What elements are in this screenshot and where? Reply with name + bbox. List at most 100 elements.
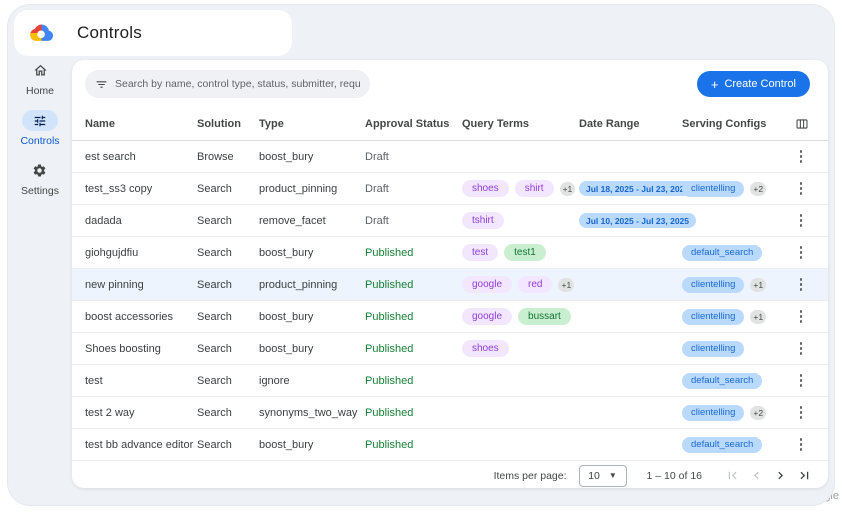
sidebar-item-settings[interactable]: Settings [21,160,59,197]
last-page-button[interactable] [794,466,814,486]
date-range-pill: Jul 10, 2025 - Jul 23, 2025 [579,213,697,228]
plus-icon: + [710,76,719,92]
controls-card: + Create Control Name Solution Type Appr… [72,60,828,488]
extra-terms-count-badge: +1 [559,181,576,196]
row-name: test bb advance editor [85,438,194,451]
row-name: test_ss3 copy [85,182,153,195]
row-menu-button[interactable] [792,147,810,167]
row-type: boost_bury [259,150,314,163]
row-serving-configs: default_search [682,244,792,261]
table-row[interactable]: dadada Search remove_facet Draft tshirt … [72,205,828,237]
row-name: giohgujdfiu [85,246,139,259]
app-header: Controls [14,10,292,56]
row-type: remove_facet [259,214,326,227]
pagination-controls [718,466,814,486]
column-header-solution: Solution [197,118,241,130]
column-header-name: Name [85,118,115,130]
column-header-query-terms: Query Terms [462,118,530,130]
column-header-date-range: Date Range [579,118,640,130]
table-row[interactable]: test 2 way Search synonyms_two_way Publi… [72,397,828,429]
query-term-pill: shoes [462,340,509,357]
sidebar-item-label: Settings [21,185,59,197]
row-type: ignore [259,374,290,387]
first-page-button[interactable] [722,466,742,486]
serving-config-pill: default_search [682,436,763,453]
row-menu-button[interactable] [792,435,810,455]
row-name: test [85,374,103,387]
table-row[interactable]: giohgujdfiu Search boost_bury Published … [72,237,828,269]
create-control-button[interactable]: + Create Control [696,71,810,97]
row-name: dadada [85,214,122,227]
column-header-type: Type [259,118,284,130]
query-term-pill: shoes [462,180,509,197]
search-input[interactable] [115,78,360,90]
row-name: test 2 way [85,406,135,419]
row-menu-button[interactable] [792,339,810,359]
filter-icon [96,80,107,88]
row-solution: Search [197,278,232,291]
create-control-label: Create Control [724,78,796,90]
table-row[interactable]: test Search ignore Published default_sea… [72,365,828,397]
row-solution: Search [197,182,232,195]
row-menu-button[interactable] [792,211,810,231]
home-icon [33,64,47,76]
row-type: boost_bury [259,342,314,355]
page-title: Controls [77,23,142,42]
row-approval-status: Draft [365,214,389,227]
chevron-down-icon: ▼ [608,471,617,480]
query-term-pill: tshirt [462,212,504,229]
table-row[interactable]: boost accessories Search boost_bury Publ… [72,301,828,333]
extra-configs-count-badge: +1 [750,309,767,324]
row-type: product_pinning [259,278,338,291]
sidebar-item-controls[interactable]: Controls [20,110,60,147]
row-solution: Search [197,406,232,419]
row-approval-status: Published [365,406,414,419]
sidebar-item-label: Home [25,85,54,97]
table-row[interactable]: est search Browse boost_bury Draft [72,141,828,173]
items-per-page-label: Items per page: [493,469,567,482]
row-query-terms: shoes shirt +1 [462,180,579,197]
sidebar-item-home[interactable]: Home [22,60,58,97]
row-serving-configs: clientelling +2 [682,180,792,197]
column-settings-button[interactable] [792,114,812,134]
row-menu-button[interactable] [792,179,810,199]
row-query-terms: shoes [462,340,579,357]
table-row[interactable]: test_ss3 copy Search product_pinning Dra… [72,173,828,205]
chevron-right-icon [777,471,783,480]
sidebar-item-label: Controls [20,135,60,147]
previous-page-button[interactable] [746,466,766,486]
row-approval-status: Draft [365,182,389,195]
serving-config-pill: clientelling [682,340,745,357]
row-menu-button[interactable] [792,307,810,327]
first-page-icon [728,471,737,480]
row-date-range: Jul 10, 2025 - Jul 23, 2025 [579,213,697,228]
row-approval-status: Draft [365,150,389,163]
row-menu-button[interactable] [792,243,810,263]
row-approval-status: Published [365,374,414,387]
table-row[interactable]: test bb advance editor Search boost_bury… [72,429,828,461]
table-row[interactable]: new pinning Search product_pinning Publi… [72,269,828,301]
table-row[interactable]: Shoes boosting Search boost_bury Publish… [72,333,828,365]
row-approval-status: Published [365,342,414,355]
row-name: new pinning [85,278,144,291]
search-bar[interactable] [85,70,370,98]
row-query-terms: google red +1 [462,276,579,293]
items-per-page-select[interactable]: 10 ▼ [578,464,627,487]
table-footer: Items per page: 10 ▼ 1 – 10 of 16 [72,461,828,490]
row-approval-status: Published [365,310,414,323]
row-menu-button[interactable] [792,403,810,423]
sidebar: Home Controls Settings [8,60,72,210]
serving-config-pill: clientelling [682,276,745,293]
table-body: est search Browse boost_bury Draft test_… [72,141,828,461]
extra-configs-count-badge: +2 [750,405,767,420]
next-page-button[interactable] [770,466,790,486]
row-menu-button[interactable] [792,371,810,391]
row-type: boost_bury [259,310,314,323]
row-serving-configs: default_search [682,372,792,389]
row-menu-button[interactable] [792,275,810,295]
row-solution: Search [197,214,232,227]
date-range-pill: Jul 18, 2025 - Jul 23, 2025 [579,181,697,196]
row-solution: Search [197,246,232,259]
query-term-pill: red [518,276,553,293]
